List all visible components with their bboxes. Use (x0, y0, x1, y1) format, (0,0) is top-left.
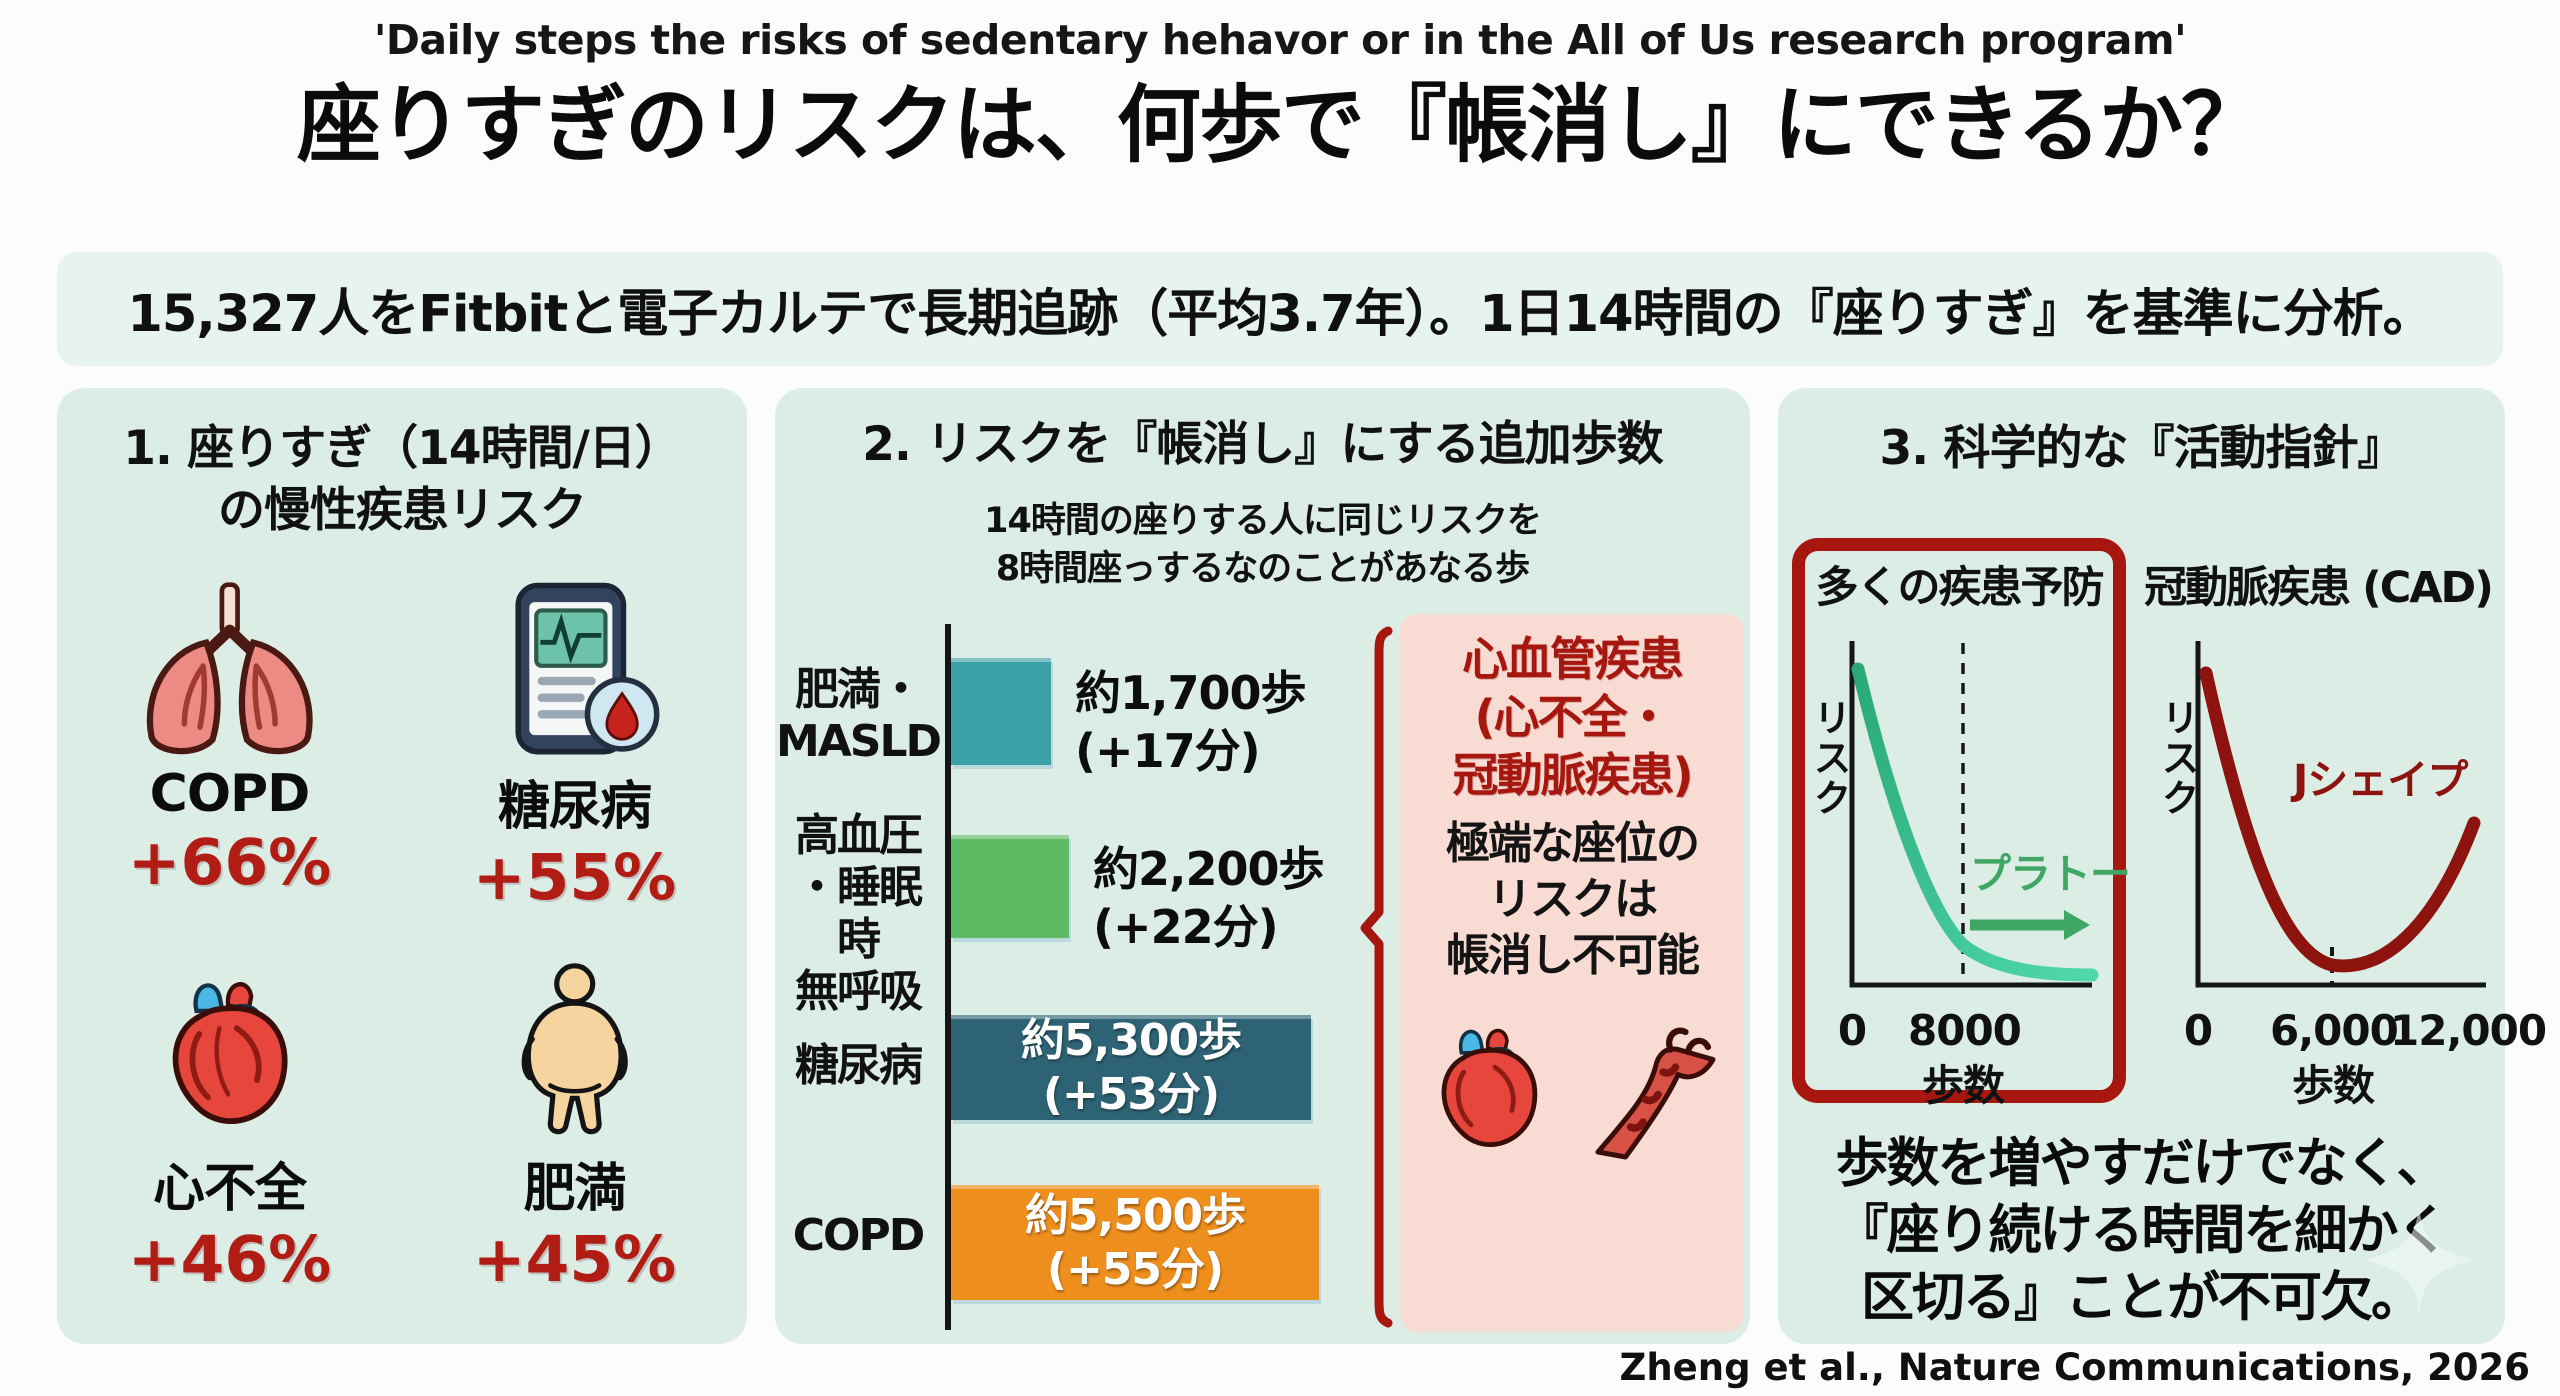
panel-activity-guideline: 3. 科学的な『活動指針』 多くの疾患予防 リスク プラトー 0 8000 歩数… (1778, 388, 2547, 1344)
panel2-title: 2. リスクを『帳消し』にする追加歩数 (862, 417, 1663, 472)
jshape-annotation: Jシェイプ (2293, 756, 2468, 804)
panel-offset-steps: 2. リスクを『帳消し』にする追加歩数 14時間の座りする人に同じリスクを 8時… (775, 388, 1750, 1344)
artery-icon (1595, 1027, 1716, 1160)
bar-category-copd: COPD (792, 1210, 925, 1261)
risk-value: +45% (472, 1223, 677, 1296)
prevention-tick-8000: 8000 (1908, 1006, 2022, 1055)
bar-value-copd: 約5,500歩 (+55分) (1024, 1189, 1246, 1295)
plateau-annotation: プラトー (1970, 850, 2131, 898)
risk-grid: COPD +66% 糖尿病 +55% (57, 566, 747, 1330)
study-summary-text: 15,327人をFitbitと電子カルテで長期追跡（平均3.7年）。1日14時間… (127, 285, 2433, 344)
citation: Zheng et al., Nature Communications, 202… (1619, 1346, 2530, 1389)
bar-hypertension (951, 835, 1069, 938)
prevention-tick-0: 0 (1837, 1006, 1867, 1055)
risk-label: 糖尿病 (497, 777, 652, 837)
cvd-callout: 心血管疾患 (心不全・ 冠動脈疾患) 極端な座位の リスクは 帳消し不可能 (1400, 614, 1744, 1332)
panel1-title: 1. 座りすぎ（14時間/日） の慢性疾患リスク (57, 418, 747, 542)
bar-diabetes: 約5,300歩 (+53分) (951, 1015, 1311, 1120)
panel3-title: 3. 科学的な『活動指針』 (1879, 421, 2405, 476)
bar-copd: 約5,500歩 (+55分) (951, 1185, 1319, 1300)
brace-icon (1360, 626, 1393, 1328)
panel-sitting-risk: 1. 座りすぎ（14時間/日） の慢性疾患リスク COPD +66% (57, 388, 747, 1344)
cad-chart-ylabel: リスク (2155, 698, 2199, 818)
bar-value-hypertension: 約2,200歩 (+22分) (1093, 842, 1325, 954)
prevention-chart-xlabel: 歩数 (1921, 1061, 2005, 1110)
obese-person-icon (521, 963, 628, 1135)
page-title: 座りすぎのリスクは、何歩で『帳消し』にできるか？ (296, 76, 2265, 174)
risk-label: 肥満 (523, 1159, 626, 1219)
prevention-chart (1849, 641, 2099, 988)
bar-category-masld: 肥満・ MASLD (775, 664, 942, 767)
lungs-icon (146, 582, 313, 755)
risk-item-copd: COPD +66% (57, 566, 402, 948)
cvd-callout-icons (1400, 1012, 1744, 1162)
bar-value-diabetes: 約5,300歩 (+53分) (1020, 1014, 1242, 1120)
english-title-bold: in the All of Us research program' (1422, 16, 2187, 64)
risk-item-heart-failure: 心不全 +46% (57, 948, 402, 1330)
bar-chart-axis (945, 624, 951, 1330)
panel2-subtitle-line2: 8時間座っするなのことがあなる歩 (995, 549, 1530, 589)
heart-icon (1441, 1028, 1538, 1147)
risk-value: +55% (472, 841, 677, 914)
bar-category-diabetes: 糖尿病 (795, 1040, 923, 1091)
risk-label: COPD (149, 764, 311, 824)
bar-value-masld: 約1,700歩 (+17分) (1075, 666, 1307, 778)
bar-masld (951, 658, 1051, 765)
bar-category-hypertension: 高血圧 ・睡眠時 無呼吸 (795, 810, 923, 1017)
heart-icon (172, 982, 288, 1125)
prevention-chart-frame (1792, 538, 2126, 1103)
cad-tick-6000: 6,000 (2270, 1006, 2399, 1055)
cvd-callout-body: 極端な座位の リスクは 帳消し不可能 (1446, 818, 1700, 981)
risk-value: +66% (127, 826, 332, 899)
prevention-chart-title: 多くの疾患予防 (1815, 563, 2105, 613)
cad-chart-title: 冠動脈疾患 (CAD) (2144, 563, 2494, 613)
sparkle-icon (2365, 1206, 2473, 1314)
cad-chart-xlabel: 歩数 (2291, 1061, 2375, 1110)
study-summary-banner: 15,327人をFitbitと電子カルテで長期追跡（平均3.7年）。1日14時間… (57, 252, 2503, 366)
panel1-title-line1: 1. 座りすぎ（14時間/日） (123, 421, 682, 476)
risk-value: +46% (127, 1223, 332, 1296)
risk-label: 心不全 (152, 1159, 307, 1219)
cad-tick-12000: 12,000 (2390, 1006, 2547, 1055)
cad-tick-0: 0 (2183, 1006, 2213, 1055)
conclusion-text: 歩数を増やすだけでなく、 『座り続ける時間を細かく 区切る』ことが不可欠。 (1835, 1133, 2450, 1328)
cad-chart (2195, 641, 2486, 988)
english-title: 'Daily steps the risks of sedentary heha… (0, 16, 2560, 64)
risk-item-obesity: 肥満 +45% (402, 948, 747, 1330)
english-title-prefix: 'Daily steps the risks of sedentary heha… (373, 16, 1423, 64)
panel1-title-line2: の慢性疾患リスク (218, 483, 587, 538)
cvd-callout-title: 心血管疾患 (心不全・ 冠動脈疾患) (1452, 632, 1693, 802)
prevention-chart-ylabel: リスク (1807, 698, 1851, 818)
risk-item-diabetes: 糖尿病 +55% (402, 566, 747, 948)
glucose-monitor-icon (514, 582, 659, 755)
panel2-subtitle-line1: 14時間の座りする人に同じリスクを (984, 501, 1542, 541)
